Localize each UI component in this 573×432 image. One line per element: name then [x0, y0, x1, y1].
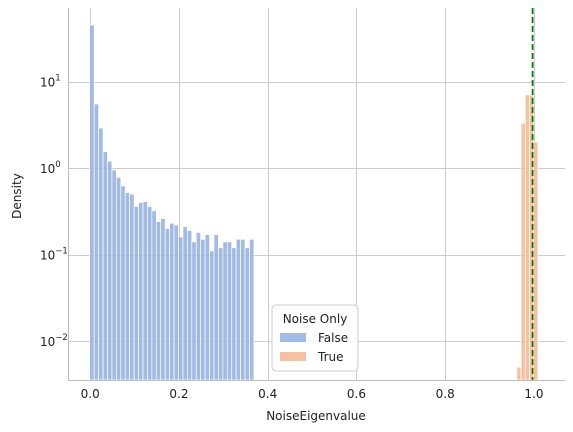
series-false-bar-5 [111, 169, 117, 381]
series-false-bar-36 [249, 238, 255, 381]
series-false-bar-25 [200, 238, 206, 381]
x-tick-label-4: 0.8 [436, 387, 455, 401]
series-false-bar-24 [195, 232, 202, 381]
series-false-bar-13 [147, 206, 153, 381]
x-tick-labels: 0.0 0.2 0.4 0.6 0.8 1.0 [81, 387, 544, 401]
y-tick-label-3: 10−2 [40, 333, 68, 349]
series-false-bar-33 [235, 238, 241, 381]
series-false-bar-12 [142, 201, 148, 381]
series-true-bar-1 [520, 122, 526, 381]
x-tick-label-3: 0.6 [347, 387, 366, 401]
y-tick-labels: 101 100 10−1 10−2 [40, 74, 68, 350]
series-true-bar-2 [524, 94, 530, 381]
x-axis-title: NoiseEigenvalue [266, 409, 366, 423]
series-false-bars [89, 24, 255, 381]
series-false-bar-28 [213, 234, 219, 381]
series-false-bar-10 [133, 206, 139, 381]
series-false-bar-8 [124, 192, 131, 381]
x-tick-label-0: 0.0 [81, 387, 100, 401]
axis-spines [68, 8, 565, 381]
series-false-bar-15 [155, 221, 162, 381]
series-false-bar-32 [231, 247, 237, 381]
series-false-bar-7 [120, 185, 126, 381]
y-axis-title: Density [10, 173, 24, 219]
legend-title: Noise Only [283, 312, 348, 326]
series-false-bar-0 [89, 24, 95, 381]
legend-swatch-true [280, 352, 306, 361]
y-tick-label-0: 101 [40, 74, 61, 90]
series-false-bar-3 [102, 151, 108, 381]
x-tick-label-2: 0.4 [258, 387, 277, 401]
series-false-bar-22 [187, 230, 193, 381]
series-false-bar-34 [240, 238, 246, 381]
series-false-bar-6 [116, 177, 122, 381]
series-false-bar-14 [151, 210, 157, 381]
legend: Noise Only False True [271, 304, 359, 372]
x-tick-label-5: 1.0 [524, 387, 543, 401]
series-false-bar-19 [173, 224, 179, 381]
series-true-bar-4 [533, 141, 539, 381]
series-true-bar-0 [516, 366, 522, 381]
series-false-bar-35 [244, 247, 250, 381]
series-false-bar-20 [178, 236, 184, 381]
series-false-bar-11 [138, 202, 144, 381]
series-false-bar-1 [93, 103, 99, 381]
legend-label-false: False [318, 331, 348, 345]
series-false-bar-2 [98, 127, 104, 381]
series-false-bar-26 [204, 234, 210, 381]
x-tick-label-1: 0.2 [169, 387, 188, 401]
series-false-bar-16 [160, 218, 166, 381]
series-false-bar-23 [191, 241, 197, 381]
y-tick-label-1: 100 [40, 160, 61, 176]
legend-label-true: True [317, 350, 344, 364]
series-false-bar-9 [129, 193, 135, 381]
series-false-bar-17 [164, 228, 170, 381]
series-false-bar-29 [218, 247, 224, 381]
series-false-bar-4 [107, 160, 113, 381]
legend-swatch-false [280, 333, 306, 342]
series-false-bar-30 [222, 241, 228, 381]
y-tick-label-2: 10−1 [40, 247, 68, 263]
series-false-bar-31 [226, 241, 233, 381]
series-false-bar-21 [182, 226, 188, 381]
series-false-bar-18 [169, 222, 175, 381]
series-false-bar-27 [209, 250, 215, 381]
